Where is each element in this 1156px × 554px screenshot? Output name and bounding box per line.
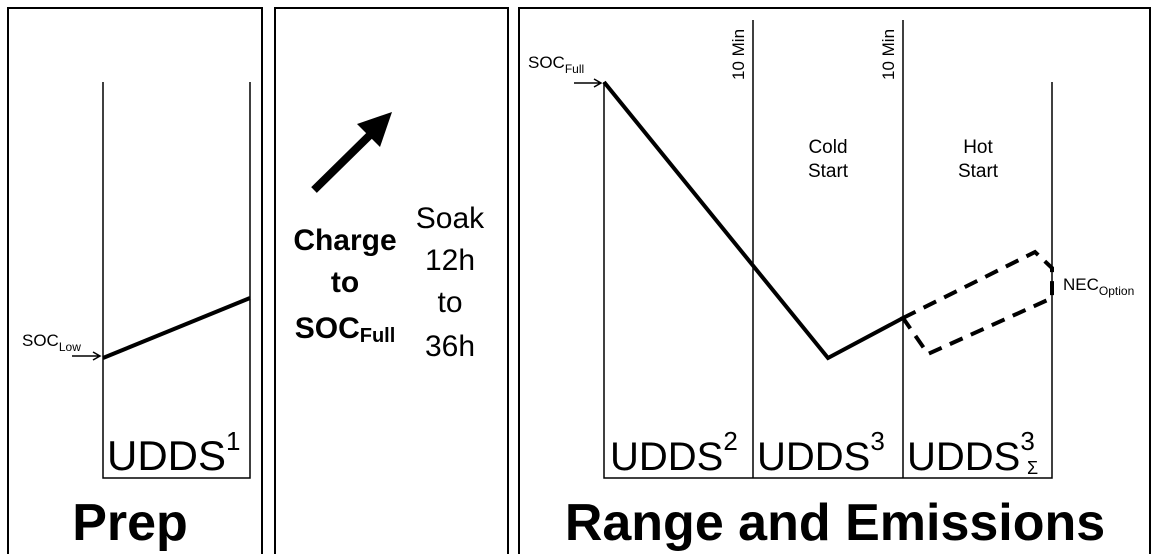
cycle-sub: Σ (1027, 458, 1038, 478)
marker-label: 10 Min (729, 29, 748, 80)
charge-label: Charge (293, 224, 396, 257)
phase-label: Start (958, 161, 999, 182)
cycle-box (102, 82, 251, 479)
phase-label: Cold (808, 137, 847, 158)
cycle-label: UDDS2 (610, 426, 738, 479)
nec-label: NECOption (1063, 275, 1134, 298)
soak-label: to (437, 286, 462, 319)
charge-label: to (331, 266, 359, 299)
panel-title: Prep (72, 494, 188, 552)
cycle-label: UDDS1 (107, 426, 240, 479)
arrow-head (357, 112, 392, 147)
charge-soc-label: SOCFull (295, 312, 396, 347)
panel-frame (7, 7, 263, 554)
soc-low-label: SOCLow (22, 331, 81, 354)
soc-full-label: SOCFull (528, 53, 584, 76)
soc-line (102, 296, 251, 360)
phase-label: Hot (963, 137, 993, 158)
soak-label: 12h (425, 244, 475, 277)
nec-option-path (900, 249, 1054, 357)
cycle-label: UDDS3 (757, 426, 885, 479)
phase-label: Start (808, 161, 849, 182)
cycle-label: UDDS3 (907, 426, 1035, 479)
cycle-box (603, 82, 1053, 479)
arrow (574, 78, 603, 88)
marker-label: 10 Min (879, 29, 898, 80)
panel-frame (518, 7, 1151, 554)
arrow (311, 130, 375, 193)
arrow (72, 351, 102, 361)
panel-title: Range and Emissions (565, 494, 1105, 552)
soc-line (602, 80, 904, 361)
soak-label: Soak (416, 202, 485, 235)
soak-label: 36h (425, 330, 475, 363)
panel-frame (274, 7, 509, 554)
